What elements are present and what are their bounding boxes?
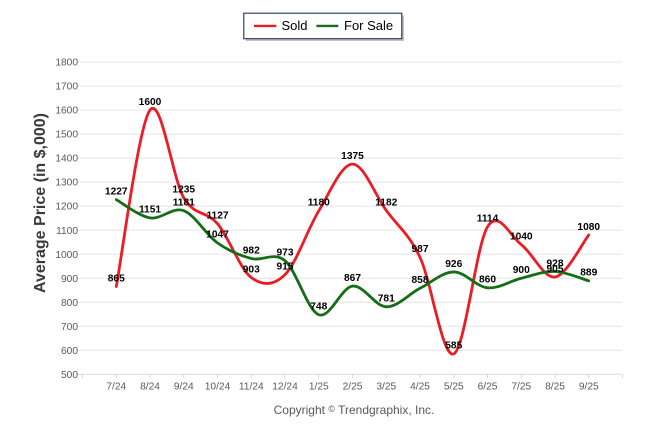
svg-text:905: 905 [547, 264, 564, 275]
svg-text:928: 928 [547, 258, 564, 269]
svg-text:889: 889 [580, 268, 597, 279]
svg-text:867: 867 [344, 273, 361, 284]
svg-text:700: 700 [61, 322, 78, 333]
svg-text:1040: 1040 [510, 231, 533, 242]
svg-text:11/24: 11/24 [239, 382, 264, 393]
svg-text:Sold: Sold [282, 18, 308, 33]
svg-text:781: 781 [378, 294, 395, 305]
svg-text:865: 865 [108, 273, 125, 284]
svg-text:6/25: 6/25 [478, 382, 498, 393]
svg-text:1080: 1080 [577, 222, 600, 233]
svg-text:1100: 1100 [56, 226, 78, 237]
svg-text:858: 858 [412, 275, 429, 286]
svg-text:1600: 1600 [139, 97, 162, 108]
svg-text:900: 900 [513, 265, 530, 276]
svg-text:860: 860 [479, 275, 496, 286]
svg-text:903: 903 [243, 264, 260, 275]
svg-text:1500: 1500 [55, 130, 78, 141]
svg-text:1700: 1700 [55, 82, 78, 93]
svg-text:7/24: 7/24 [106, 382, 126, 393]
svg-text:Average Price (in $,000): Average Price (in $,000) [32, 113, 49, 293]
svg-text:600: 600 [61, 346, 78, 357]
svg-text:2/25: 2/25 [343, 382, 363, 393]
svg-text:1114: 1114 [477, 214, 499, 225]
svg-text:10/24: 10/24 [205, 382, 231, 393]
svg-text:Copyright © Trendgraphix, Inc.: Copyright © Trendgraphix, Inc. [274, 403, 435, 417]
svg-text:748: 748 [310, 302, 327, 313]
svg-text:1227: 1227 [105, 186, 128, 197]
svg-text:9/24: 9/24 [174, 382, 194, 393]
svg-text:8/24: 8/24 [140, 382, 160, 393]
svg-text:For Sale: For Sale [344, 18, 393, 33]
svg-text:5/25: 5/25 [444, 382, 464, 393]
svg-text:1800: 1800 [55, 58, 78, 69]
svg-text:9/25: 9/25 [579, 382, 599, 393]
svg-text:1047: 1047 [206, 230, 229, 241]
svg-text:973: 973 [277, 247, 294, 258]
svg-text:1600: 1600 [55, 106, 78, 117]
svg-text:8/25: 8/25 [545, 382, 565, 393]
svg-text:982: 982 [243, 245, 260, 256]
svg-text:987: 987 [412, 244, 429, 255]
svg-text:1181: 1181 [173, 198, 195, 209]
svg-text:1200: 1200 [55, 202, 78, 213]
svg-text:926: 926 [445, 259, 462, 270]
svg-text:7/25: 7/25 [511, 382, 531, 393]
svg-text:500: 500 [61, 370, 78, 381]
svg-text:1300: 1300 [55, 178, 78, 189]
svg-text:1235: 1235 [172, 185, 195, 196]
svg-text:3/25: 3/25 [376, 382, 396, 393]
svg-text:1182: 1182 [375, 197, 397, 208]
svg-text:12/24: 12/24 [272, 382, 298, 393]
svg-text:1151: 1151 [139, 205, 161, 216]
svg-text:900: 900 [61, 274, 78, 285]
svg-text:1180: 1180 [308, 198, 330, 209]
svg-text:800: 800 [61, 298, 78, 309]
svg-text:1400: 1400 [55, 154, 78, 165]
svg-text:1/25: 1/25 [309, 382, 329, 393]
svg-text:1127: 1127 [206, 210, 228, 221]
svg-text:1375: 1375 [341, 151, 364, 162]
svg-text:4/25: 4/25 [410, 382, 430, 393]
svg-text:1000: 1000 [55, 250, 78, 261]
svg-text:585: 585 [445, 341, 462, 352]
svg-text:915: 915 [277, 261, 294, 272]
